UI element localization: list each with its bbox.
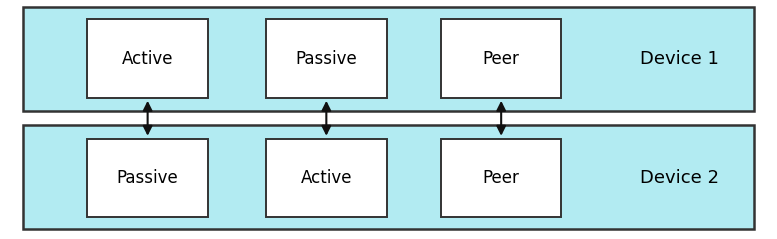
Text: Passive: Passive <box>117 169 179 187</box>
Text: Passive: Passive <box>295 49 357 68</box>
Bar <box>441 139 561 217</box>
Bar <box>266 19 387 98</box>
Bar <box>23 7 754 111</box>
Bar <box>87 19 208 98</box>
Text: Active: Active <box>122 49 173 68</box>
Text: Device 2: Device 2 <box>640 169 720 187</box>
Bar <box>23 125 754 229</box>
Bar <box>266 139 387 217</box>
Bar <box>441 19 561 98</box>
Bar <box>87 139 208 217</box>
Text: Device 1: Device 1 <box>640 49 720 68</box>
Text: Peer: Peer <box>483 49 520 68</box>
Text: Peer: Peer <box>483 169 520 187</box>
Text: Active: Active <box>301 169 352 187</box>
